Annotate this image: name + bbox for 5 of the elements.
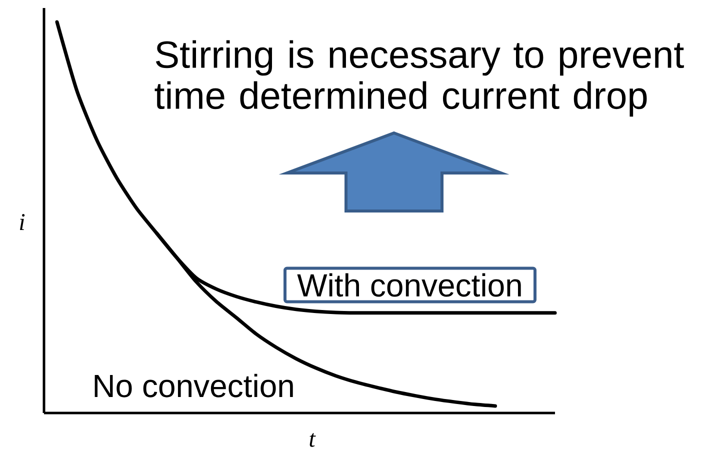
x-axis-title: t — [310, 433, 316, 447]
y-axis-title: i — [20, 214, 25, 230]
series-label: With convection — [297, 273, 521, 297]
annotation: Stirring is necessary to prevent time determined current drop — [154, 40, 684, 117]
series-label: No convection — [94, 374, 293, 398]
